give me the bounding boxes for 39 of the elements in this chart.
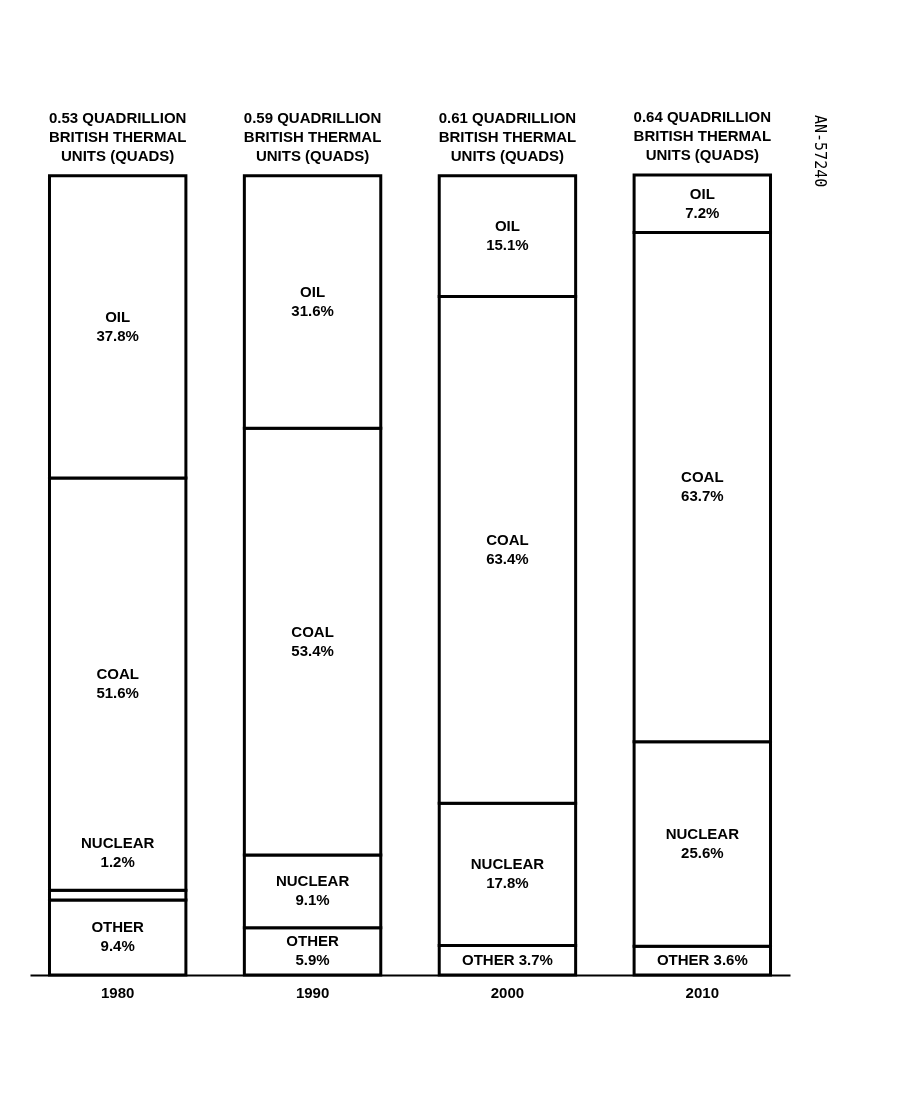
text: OIL: [300, 283, 326, 301]
text: COAL: [681, 468, 724, 486]
data-label: 9.4%: [100, 937, 135, 955]
data-label: 25.6%: [681, 843, 724, 861]
data-label: 63.7%: [681, 487, 724, 505]
text: OTHER: [91, 918, 144, 936]
x-tick-label: 1980: [101, 983, 135, 1001]
text: OTHER 3.7%: [462, 950, 553, 968]
text: OIL: [494, 217, 520, 235]
data-label: 31.6%: [291, 302, 334, 320]
x-tick-label: 2000: [490, 983, 525, 1001]
text: 0.64 QUADRILLION BRITISH THERMAL UNITS (QUADS): [633, 108, 772, 163]
x-tick-label: 1990: [295, 983, 330, 1001]
text: 0.59 QUADRILLION BRITISH THERMAL UNITS (QUADS): [243, 108, 382, 164]
text: NUCLEAR: [470, 855, 545, 873]
text: AN-57240: [811, 115, 829, 188]
series-label: NUCLEAR: [275, 872, 350, 890]
text: 0.61 QUADRILLION BRITISH THERMAL UNITS (QUADS): [438, 108, 577, 164]
data-label: 51.6%: [96, 684, 139, 702]
data-label: 7.2%: [685, 203, 720, 221]
text: NUCLEAR: [665, 824, 739, 842]
data-label: 37.8%: [96, 326, 139, 344]
text: NUCLEAR: [81, 834, 155, 852]
data-label: 15.1%: [486, 236, 529, 254]
data-label: 53.4%: [291, 641, 334, 659]
x-tick-label: 2010: [685, 983, 719, 1001]
text: 0.53 QUADRILLION BRITISH THERMAL UNITS (QUADS): [48, 108, 187, 164]
data-label: 63.4%: [486, 549, 529, 567]
series-label: OTHER: [286, 932, 339, 950]
series-label: COAL: [486, 530, 529, 548]
text: COAL: [291, 622, 334, 640]
data-label: 5.9%: [295, 951, 330, 969]
text: OIL: [105, 307, 131, 325]
data-label: 17.8%: [486, 874, 529, 892]
text: OTHER 3.6%: [656, 951, 748, 969]
series-label: OIL: [689, 184, 715, 202]
text: COAL: [96, 665, 139, 683]
data-label: 1.2%: [100, 853, 135, 871]
data-label: 9.1%: [295, 891, 330, 909]
